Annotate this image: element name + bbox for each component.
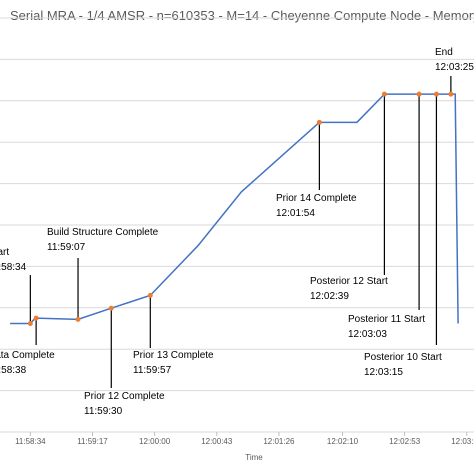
annotation-text: Start bbox=[0, 247, 9, 258]
annotation-time: 12:03:25 bbox=[435, 62, 474, 73]
chart-title: Serial MRA - 1/4 AMSR - n=610353 - M=14 … bbox=[10, 8, 474, 23]
event-marker bbox=[147, 292, 153, 298]
annotation-time: 12:03:03 bbox=[348, 329, 387, 340]
annotation-time: 11:58:38 bbox=[0, 365, 27, 376]
data-line bbox=[10, 93, 459, 325]
annotation-time: 11:59:57 bbox=[133, 365, 172, 376]
event-marker bbox=[416, 91, 422, 97]
annotation-text: Data Complete bbox=[0, 350, 55, 361]
annotation-text: Posterior 11 Start bbox=[348, 314, 425, 325]
x-tick-label: 12:02:10 bbox=[327, 437, 359, 446]
annotation-time: 12:01:54 bbox=[276, 208, 315, 219]
annotation-text: End bbox=[435, 47, 453, 58]
event-marker bbox=[433, 91, 439, 97]
x-tick-label: 12:00:00 bbox=[139, 437, 171, 446]
x-tick-label: 12:00:43 bbox=[201, 437, 233, 446]
annotation-text: Prior 13 Complete bbox=[133, 350, 214, 361]
annotation-text: Posterior 10 Start bbox=[364, 352, 442, 363]
event-marker bbox=[27, 321, 33, 327]
x-tick-label: 12:03:36 bbox=[451, 437, 474, 446]
annotation-text: Build Structure Complete bbox=[47, 227, 159, 238]
x-tick-label: 11:59:17 bbox=[77, 437, 108, 446]
annotation-time: 11:59:07 bbox=[47, 242, 86, 253]
x-axis-label: Time bbox=[245, 453, 263, 462]
event-marker bbox=[33, 315, 39, 321]
annotation-text: Posterior 12 Start bbox=[310, 276, 388, 287]
annotation-time: 11:58:34 bbox=[0, 262, 27, 273]
x-tick-label: 12:01:26 bbox=[263, 437, 295, 446]
annotation-time: 12:03:15 bbox=[364, 367, 403, 378]
x-tick-label: 11:58:34 bbox=[15, 437, 46, 446]
event-marker bbox=[75, 316, 81, 322]
annotation-time: 12:02:39 bbox=[310, 291, 349, 302]
annotation-time: 11:59:30 bbox=[84, 406, 123, 417]
annotation-text: Prior 14 Complete bbox=[276, 193, 357, 204]
annotation-text: Prior 12 Complete bbox=[84, 391, 165, 402]
event-marker bbox=[316, 119, 322, 125]
event-marker bbox=[381, 91, 387, 97]
event-marker bbox=[448, 91, 454, 97]
event-marker bbox=[108, 305, 114, 311]
x-tick-label: 12:02:53 bbox=[389, 437, 421, 446]
